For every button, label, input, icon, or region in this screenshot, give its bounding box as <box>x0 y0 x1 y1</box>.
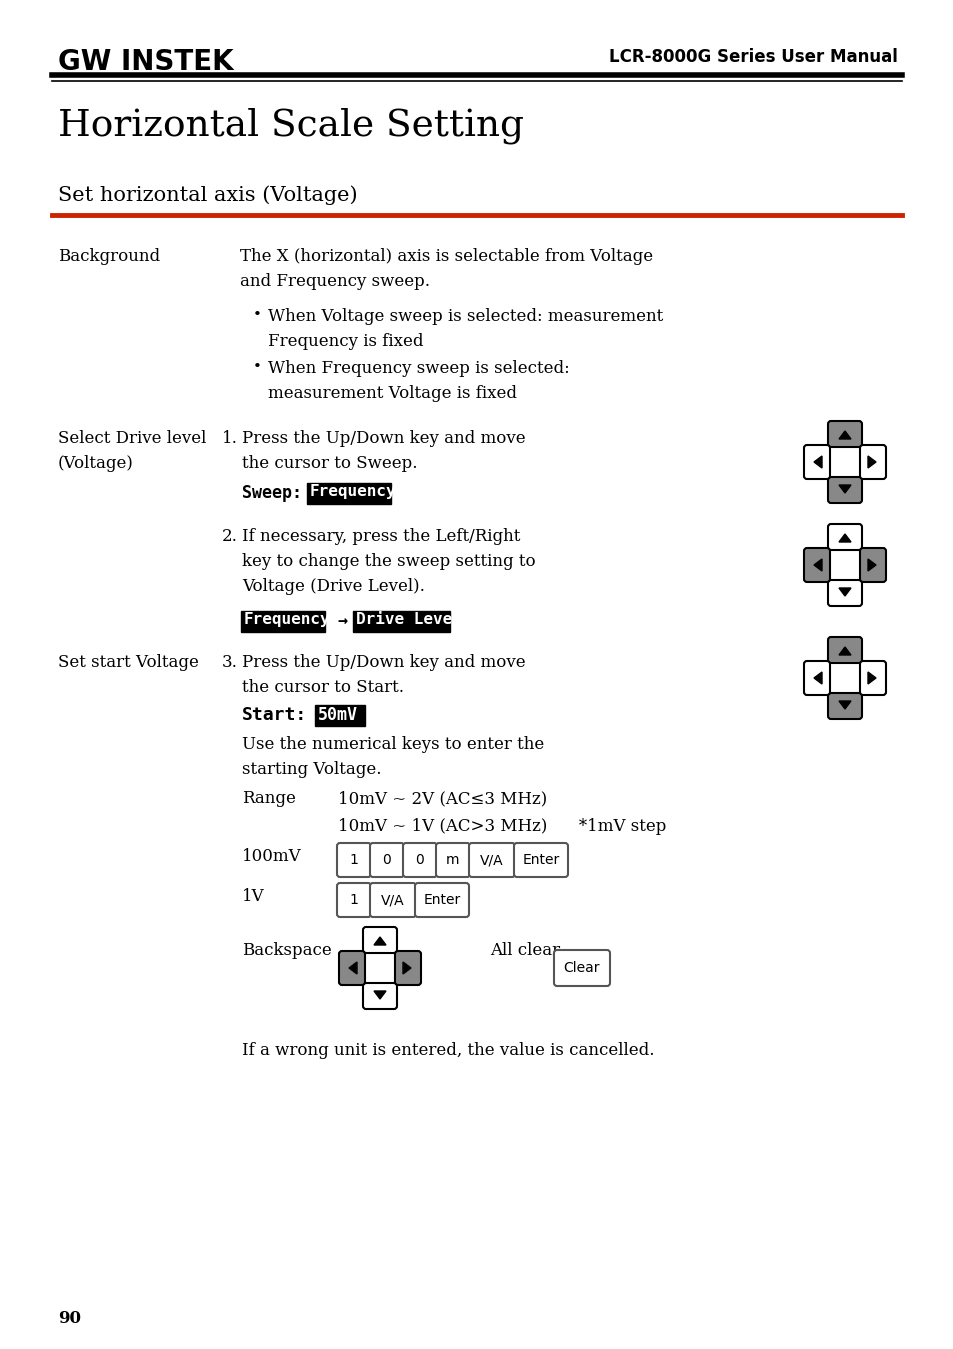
FancyBboxPatch shape <box>827 478 862 503</box>
Text: 10mV ~ 1V (AC>3 MHz)      *1mV step: 10mV ~ 1V (AC>3 MHz) *1mV step <box>337 817 666 835</box>
Text: Range: Range <box>242 791 295 807</box>
Text: Clear: Clear <box>563 960 599 975</box>
FancyBboxPatch shape <box>314 706 365 726</box>
FancyBboxPatch shape <box>363 927 396 952</box>
Text: 1V: 1V <box>242 888 264 905</box>
FancyBboxPatch shape <box>336 884 371 917</box>
Text: m: m <box>446 853 459 867</box>
Polygon shape <box>838 430 850 438</box>
Polygon shape <box>838 534 850 542</box>
Text: Enter: Enter <box>522 853 559 867</box>
Text: 50mV: 50mV <box>317 706 357 724</box>
FancyBboxPatch shape <box>402 843 436 877</box>
Text: Sweep:: Sweep: <box>242 484 312 502</box>
FancyBboxPatch shape <box>859 661 885 695</box>
Text: →: → <box>328 612 357 630</box>
Text: Press the Up/Down key and move
the cursor to Start.: Press the Up/Down key and move the curso… <box>242 654 525 696</box>
Text: If necessary, press the Left/Right
key to change the sweep setting to
Voltage (D: If necessary, press the Left/Right key t… <box>242 527 535 595</box>
FancyBboxPatch shape <box>370 884 416 917</box>
FancyBboxPatch shape <box>827 580 862 606</box>
Polygon shape <box>813 558 821 571</box>
Text: Press the Up/Down key and move
the cursor to Sweep.: Press the Up/Down key and move the curso… <box>242 430 525 472</box>
Polygon shape <box>867 456 875 468</box>
Text: Start:: Start: <box>242 706 307 724</box>
Text: GW INSTEK: GW INSTEK <box>58 49 233 76</box>
FancyBboxPatch shape <box>514 843 567 877</box>
Text: 1.: 1. <box>222 430 237 447</box>
Text: 0: 0 <box>382 853 391 867</box>
Text: Frequency: Frequency <box>310 484 396 499</box>
Text: •: • <box>253 360 262 374</box>
Polygon shape <box>838 701 850 710</box>
FancyBboxPatch shape <box>338 951 365 985</box>
Text: Drive Level: Drive Level <box>355 612 461 627</box>
FancyBboxPatch shape <box>803 445 829 479</box>
Polygon shape <box>813 672 821 684</box>
Polygon shape <box>838 588 850 596</box>
FancyBboxPatch shape <box>469 843 515 877</box>
Polygon shape <box>838 486 850 492</box>
Text: Horizontal Scale Setting: Horizontal Scale Setting <box>58 108 523 144</box>
FancyBboxPatch shape <box>827 693 862 719</box>
Polygon shape <box>867 672 875 684</box>
Text: 0: 0 <box>416 853 424 867</box>
FancyBboxPatch shape <box>827 523 862 550</box>
Text: When Frequency sweep is selected:
measurement Voltage is fixed: When Frequency sweep is selected: measur… <box>268 360 569 402</box>
FancyBboxPatch shape <box>859 548 885 581</box>
Text: Enter: Enter <box>423 893 460 907</box>
FancyBboxPatch shape <box>827 421 862 447</box>
Text: 100mV: 100mV <box>242 849 301 865</box>
Text: 3.: 3. <box>222 654 237 670</box>
Text: Select Drive level
(Voltage): Select Drive level (Voltage) <box>58 430 206 472</box>
Polygon shape <box>867 558 875 571</box>
Text: All clear: All clear <box>490 942 559 959</box>
Text: 10mV ~ 2V (AC≤3 MHz): 10mV ~ 2V (AC≤3 MHz) <box>337 791 547 807</box>
FancyBboxPatch shape <box>363 983 396 1009</box>
Polygon shape <box>838 648 850 656</box>
Text: 1: 1 <box>349 853 358 867</box>
Text: Set horizontal axis (Voltage): Set horizontal axis (Voltage) <box>58 185 357 205</box>
FancyBboxPatch shape <box>395 951 420 985</box>
Text: Use the numerical keys to enter the
starting Voltage.: Use the numerical keys to enter the star… <box>242 737 543 778</box>
FancyBboxPatch shape <box>803 548 829 581</box>
FancyBboxPatch shape <box>554 950 609 986</box>
Text: When Voltage sweep is selected: measurement
Frequency is fixed: When Voltage sweep is selected: measurem… <box>268 308 662 349</box>
Text: Backspace: Backspace <box>242 942 332 959</box>
Polygon shape <box>813 456 821 468</box>
Polygon shape <box>374 938 386 946</box>
FancyBboxPatch shape <box>370 843 403 877</box>
Polygon shape <box>374 992 386 1000</box>
Text: 90: 90 <box>58 1310 81 1327</box>
Text: Set start Voltage: Set start Voltage <box>58 654 198 670</box>
FancyBboxPatch shape <box>803 661 829 695</box>
FancyBboxPatch shape <box>336 843 371 877</box>
Polygon shape <box>402 962 411 974</box>
Text: V/A: V/A <box>479 853 503 867</box>
Text: Background: Background <box>58 248 160 264</box>
Text: Frequency: Frequency <box>244 612 331 627</box>
Text: •: • <box>253 308 262 322</box>
FancyBboxPatch shape <box>307 483 391 505</box>
Text: 1: 1 <box>349 893 358 907</box>
FancyBboxPatch shape <box>353 611 450 631</box>
Text: LCR-8000G Series User Manual: LCR-8000G Series User Manual <box>608 49 897 66</box>
FancyBboxPatch shape <box>241 611 325 631</box>
Polygon shape <box>349 962 356 974</box>
FancyBboxPatch shape <box>415 884 469 917</box>
Text: V/A: V/A <box>381 893 404 907</box>
Text: If a wrong unit is entered, the value is cancelled.: If a wrong unit is entered, the value is… <box>242 1041 654 1059</box>
Text: 2.: 2. <box>222 527 237 545</box>
FancyBboxPatch shape <box>436 843 470 877</box>
FancyBboxPatch shape <box>827 637 862 662</box>
Text: The X (horizontal) axis is selectable from Voltage
and Frequency sweep.: The X (horizontal) axis is selectable fr… <box>240 248 653 290</box>
FancyBboxPatch shape <box>859 445 885 479</box>
